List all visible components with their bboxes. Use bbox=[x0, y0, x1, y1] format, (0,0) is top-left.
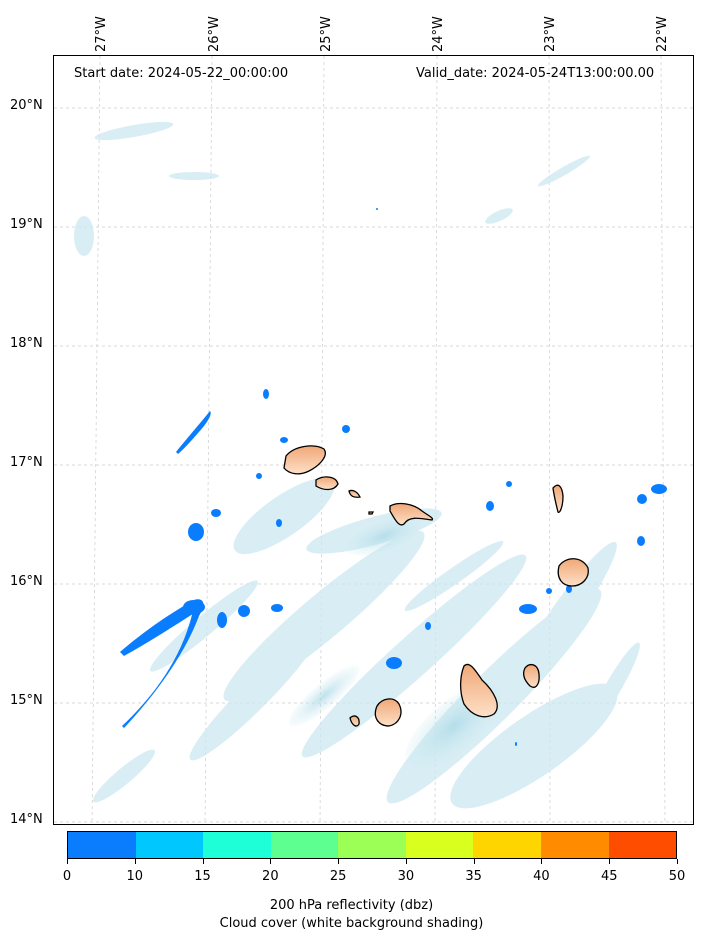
colorbar-tick bbox=[609, 859, 611, 864]
colorbar-segment bbox=[540, 832, 609, 858]
valid-date-label: Valid_date: 2024-05-24T13:00:00.00 bbox=[416, 66, 655, 81]
colorbar-tick bbox=[338, 859, 340, 864]
colorbar-tick-label: 20 bbox=[262, 869, 279, 884]
colorbar-tick-label: 35 bbox=[465, 869, 482, 884]
colorbar-tick bbox=[202, 859, 204, 864]
colorbar-tick bbox=[67, 859, 68, 864]
colorbar-tick bbox=[405, 859, 407, 864]
latitude-label: 20°N bbox=[10, 98, 43, 113]
colorbar-tick-label: 25 bbox=[329, 869, 347, 884]
latitude-label: 15°N bbox=[10, 693, 43, 708]
latitude-label: 19°N bbox=[10, 217, 43, 232]
longitude-label: 26°W bbox=[207, 16, 222, 52]
colorbar-segment bbox=[405, 832, 474, 858]
longitude-label: 27°W bbox=[94, 16, 109, 52]
colorbar-tick bbox=[541, 859, 543, 864]
colorbar-tick-label: 0 bbox=[62, 869, 72, 884]
colorbar-caption-line1: 200 hPa reflectivity (dbz) bbox=[269, 898, 434, 913]
colorbar-tick bbox=[473, 859, 475, 864]
longitude-label: 24°W bbox=[431, 16, 446, 52]
colorbar-segment bbox=[473, 832, 541, 858]
longitude-label: 22°W bbox=[655, 16, 670, 52]
colorbar-tick-label: 10 bbox=[126, 869, 144, 884]
colorbar-tick-label: 45 bbox=[600, 869, 618, 884]
map-panel bbox=[53, 55, 694, 825]
latitude-label: 14°N bbox=[10, 812, 43, 827]
colorbar-segment bbox=[203, 832, 271, 858]
reflectivity-cells bbox=[120, 208, 667, 746]
start-date-label: Start date: 2024-05-22_00:00:00 bbox=[74, 66, 289, 81]
islands bbox=[283, 445, 589, 727]
longitude-label: 23°W bbox=[543, 16, 558, 52]
colorbar-segment bbox=[270, 832, 339, 858]
colorbar-segment bbox=[68, 832, 136, 858]
graticule bbox=[54, 56, 693, 824]
latitude-label: 18°N bbox=[10, 336, 43, 351]
colorbar-tick-label: 50 bbox=[668, 869, 686, 884]
colorbar-tick-label: 30 bbox=[397, 869, 415, 884]
colorbar-segment bbox=[135, 832, 204, 858]
cloud-cover bbox=[74, 121, 640, 809]
colorbar-tick bbox=[270, 859, 272, 864]
longitude-label: 25°W bbox=[319, 16, 334, 52]
latitude-label: 17°N bbox=[10, 455, 43, 470]
colorbar-caption-line2: Cloud cover (white background shading) bbox=[219, 916, 484, 931]
colorbar-tick bbox=[134, 859, 136, 864]
reflectivity-colorbar bbox=[67, 831, 677, 859]
colorbar-tick bbox=[677, 859, 678, 864]
colorbar-tick-label: 15 bbox=[194, 869, 211, 884]
colorbar-tick-label: 40 bbox=[533, 869, 550, 884]
latitude-label: 16°N bbox=[10, 574, 43, 589]
map-canvas bbox=[54, 56, 693, 824]
colorbar-segment bbox=[338, 832, 406, 858]
colorbar-segment bbox=[608, 832, 677, 858]
